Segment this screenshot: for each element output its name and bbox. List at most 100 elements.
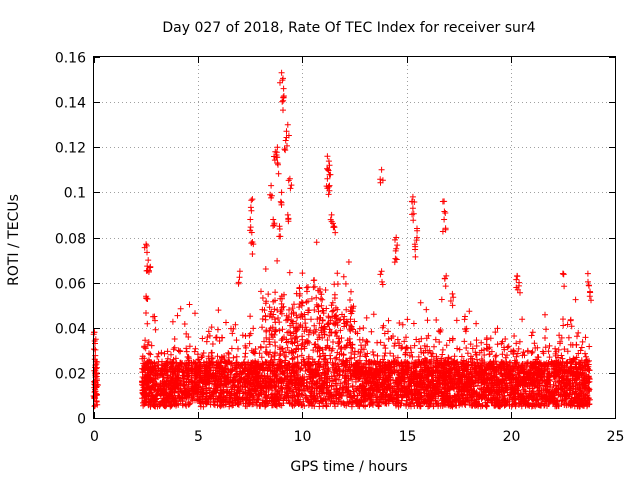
data-point	[328, 302, 335, 309]
data-point	[290, 310, 297, 317]
data-point	[146, 350, 152, 357]
data-point	[239, 332, 246, 339]
data-point	[289, 305, 296, 312]
data-point	[401, 379, 407, 385]
data-point	[213, 382, 220, 388]
data-point	[466, 308, 473, 315]
data-point	[302, 324, 309, 331]
data-point	[279, 304, 285, 311]
y-tick-label: 0.12	[55, 141, 86, 157]
data-point	[258, 354, 265, 361]
data-point	[262, 300, 269, 307]
data-point	[375, 402, 382, 409]
data-point	[453, 317, 460, 324]
data-point	[163, 382, 170, 389]
data-point	[411, 342, 418, 349]
data-point	[491, 402, 498, 409]
data-point	[319, 317, 326, 323]
data-point	[194, 357, 201, 363]
data-point	[223, 388, 230, 395]
data-point	[556, 332, 563, 339]
data-point	[417, 299, 424, 306]
x-tick-label: 25	[607, 429, 625, 445]
data-point	[236, 373, 243, 379]
data-point	[271, 306, 278, 313]
data-point	[185, 399, 192, 406]
data-point	[208, 324, 215, 331]
data-point	[331, 291, 338, 298]
data-point	[296, 284, 303, 291]
data-point	[342, 320, 348, 327]
data-point	[492, 394, 499, 401]
data-point	[492, 329, 499, 336]
data-point	[296, 292, 303, 299]
data-point	[284, 329, 291, 336]
data-point	[473, 337, 480, 344]
data-point	[317, 384, 324, 391]
data-point	[451, 353, 458, 360]
data-point	[312, 361, 319, 368]
data-point	[515, 345, 522, 352]
data-point	[296, 390, 303, 397]
data-point	[334, 306, 341, 313]
data-point	[502, 336, 509, 342]
data-point	[424, 343, 431, 350]
data-point	[345, 259, 352, 265]
data-point	[408, 349, 415, 356]
data-point	[298, 302, 305, 309]
data-point	[490, 358, 497, 365]
data-point	[299, 333, 306, 340]
data-point	[381, 359, 387, 366]
x-tick-label: 10	[294, 429, 312, 445]
data-point	[171, 336, 178, 342]
y-tick-label: 0.04	[55, 322, 86, 338]
data-point	[276, 352, 283, 359]
data-point	[542, 344, 549, 351]
data-point	[431, 343, 437, 350]
y-tick-label: 0.06	[55, 277, 86, 293]
data-point	[542, 311, 548, 318]
data-point	[424, 317, 431, 324]
data-point	[216, 338, 223, 344]
data-point	[262, 266, 269, 272]
data-point	[558, 352, 565, 359]
data-point	[442, 357, 449, 364]
data-point	[208, 355, 215, 362]
data-point	[340, 367, 347, 374]
data-point	[274, 257, 281, 264]
data-point	[226, 392, 233, 399]
data-point	[205, 353, 212, 360]
data-point	[288, 388, 295, 395]
data-point	[401, 359, 408, 366]
data-point	[351, 318, 358, 325]
data-point	[315, 308, 322, 315]
data-point	[579, 382, 586, 389]
data-point	[299, 340, 306, 347]
data-point	[390, 377, 397, 384]
data-point	[261, 307, 268, 314]
data-point	[316, 345, 323, 352]
data-point	[301, 328, 308, 335]
data-point	[478, 339, 485, 346]
data-point	[572, 356, 578, 363]
data-point	[342, 373, 349, 380]
data-point	[356, 336, 363, 343]
data-point	[218, 334, 225, 341]
data-point	[329, 299, 336, 306]
data-point	[488, 399, 495, 406]
data-point	[467, 341, 474, 348]
data-point	[509, 348, 516, 355]
data-point	[290, 349, 297, 356]
data-point	[575, 329, 582, 336]
y-tick-label: 0	[77, 412, 86, 428]
data-point	[174, 371, 181, 378]
data-point	[580, 377, 587, 384]
data-point	[438, 296, 445, 303]
data-point	[293, 312, 300, 319]
data-point	[423, 306, 430, 313]
data-point	[390, 387, 397, 394]
data-point	[250, 325, 257, 332]
data-point	[314, 393, 321, 400]
data-point	[425, 332, 432, 339]
data-point	[282, 353, 289, 360]
